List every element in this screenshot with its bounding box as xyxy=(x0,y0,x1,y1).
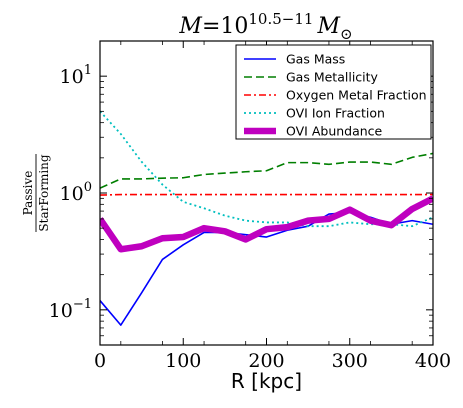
y-tick-base: 10 xyxy=(49,300,73,322)
series-line-ovi-abundance xyxy=(100,195,433,253)
legend-label: Gas Metallicity xyxy=(286,70,379,85)
x-tick-label: 400 xyxy=(415,350,451,372)
series-line-gas-metallicity xyxy=(100,152,433,189)
x-tick-label: 0 xyxy=(94,350,106,372)
y-label-numerator: Passive xyxy=(21,171,35,216)
y-label-denominator: StarForming xyxy=(37,154,51,232)
y-tick-base: 10 xyxy=(60,183,84,205)
y-tick-label: 101 xyxy=(60,63,92,88)
title-mass-symbol: M xyxy=(178,14,202,39)
axis-labels: R [kpc] Passive StarForming xyxy=(21,154,302,393)
legend-label: Gas Mass xyxy=(286,52,345,67)
legend-label: OVI Ion Fraction xyxy=(286,106,385,121)
title-unit-subscript: ⊙ xyxy=(340,25,353,43)
series-line-oxygen-metal-fraction xyxy=(100,193,433,196)
series-lines xyxy=(100,110,433,326)
chart-title: M=1010.5−11 M⊙ xyxy=(178,10,352,43)
y-tick-exponent: 1 xyxy=(84,63,92,78)
y-axis-label: Passive StarForming xyxy=(21,154,51,232)
y-tick-base: 10 xyxy=(60,66,84,88)
legend-label: Oxygen Metal Fraction xyxy=(286,88,427,103)
title: M=1010.5−11 M⊙ xyxy=(178,10,352,43)
y-tick-exponent: −1 xyxy=(73,297,92,312)
x-tick-label: 100 xyxy=(165,350,201,372)
title-exponent: 10.5−11 xyxy=(248,10,313,28)
title-equals: = xyxy=(202,14,220,39)
y-tick-exponent: 0 xyxy=(84,180,92,195)
title-base: 10 xyxy=(220,14,248,39)
legend: Gas Mass Gas Metallicity Oxygen Metal Frac… xyxy=(235,44,432,140)
x-tick-label: 200 xyxy=(248,350,284,372)
x-tick-label: 300 xyxy=(332,350,368,372)
y-tick-label: 100 xyxy=(60,180,92,205)
legend-label: OVI Abundance xyxy=(286,124,383,139)
title-unit: M xyxy=(316,14,340,39)
x-axis-label: R [kpc] xyxy=(231,369,302,393)
y-tick-label: 10−1 xyxy=(49,297,92,322)
legend-box xyxy=(235,44,432,140)
